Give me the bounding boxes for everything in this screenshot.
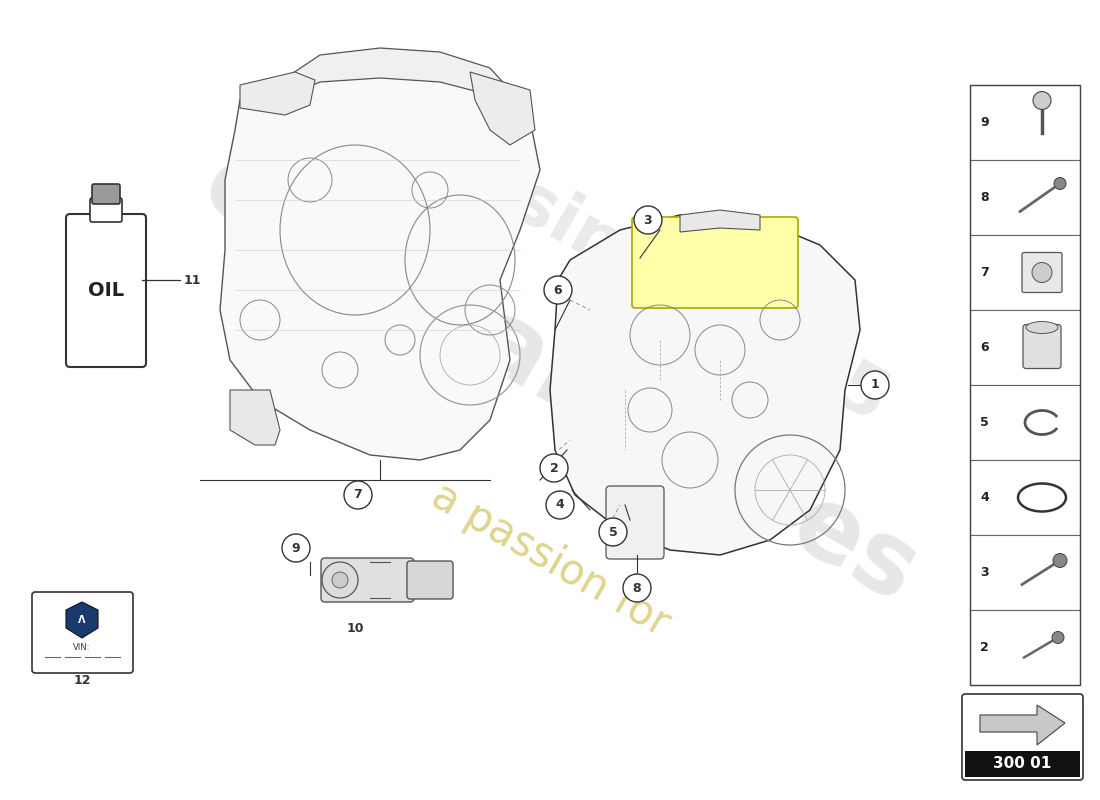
Text: a passion for: a passion for: [424, 475, 676, 645]
FancyBboxPatch shape: [92, 184, 120, 204]
FancyBboxPatch shape: [962, 694, 1084, 780]
Bar: [965, 751, 1080, 777]
Bar: [970, 385, 1080, 460]
Text: 2: 2: [980, 641, 989, 654]
Text: 10: 10: [346, 622, 364, 634]
Polygon shape: [66, 602, 98, 638]
Text: 1: 1: [870, 378, 879, 391]
Bar: [970, 160, 1080, 235]
Bar: [970, 85, 1080, 160]
FancyBboxPatch shape: [407, 561, 453, 599]
Text: 5: 5: [608, 526, 617, 538]
Text: 5: 5: [980, 416, 989, 429]
Circle shape: [861, 371, 889, 399]
Bar: [970, 85, 1080, 685]
Polygon shape: [470, 72, 535, 145]
Text: eurocarspares: eurocarspares: [186, 136, 934, 624]
Text: 12: 12: [74, 674, 90, 686]
Circle shape: [1053, 554, 1067, 567]
Text: 7: 7: [353, 489, 362, 502]
Bar: [970, 460, 1080, 535]
Circle shape: [623, 574, 651, 602]
Bar: [970, 610, 1080, 685]
Polygon shape: [290, 48, 510, 95]
Text: VIN:: VIN:: [74, 642, 90, 651]
Text: 7: 7: [980, 266, 989, 279]
Circle shape: [344, 481, 372, 509]
Text: 6: 6: [553, 283, 562, 297]
Text: since 1985: since 1985: [500, 166, 899, 434]
FancyBboxPatch shape: [321, 558, 414, 602]
Circle shape: [1033, 91, 1050, 110]
Circle shape: [1032, 262, 1052, 282]
FancyBboxPatch shape: [1023, 325, 1062, 369]
Circle shape: [600, 518, 627, 546]
Text: Λ: Λ: [78, 615, 86, 625]
Bar: [970, 310, 1080, 385]
Text: 6: 6: [980, 341, 989, 354]
FancyBboxPatch shape: [66, 214, 146, 367]
Circle shape: [634, 206, 662, 234]
Text: 4: 4: [980, 491, 989, 504]
Circle shape: [546, 491, 574, 519]
Text: 9: 9: [292, 542, 300, 554]
Polygon shape: [230, 390, 280, 445]
Circle shape: [540, 454, 568, 482]
Bar: [970, 235, 1080, 310]
FancyBboxPatch shape: [606, 486, 664, 559]
Text: 8: 8: [632, 582, 641, 594]
Text: OIL: OIL: [88, 281, 124, 299]
FancyBboxPatch shape: [90, 198, 122, 222]
FancyBboxPatch shape: [1022, 253, 1062, 293]
FancyBboxPatch shape: [32, 592, 133, 673]
Circle shape: [544, 276, 572, 304]
Polygon shape: [240, 72, 315, 115]
Text: 3: 3: [980, 566, 989, 579]
Text: 2: 2: [550, 462, 559, 474]
Polygon shape: [980, 705, 1065, 745]
Text: 9: 9: [980, 116, 989, 129]
FancyBboxPatch shape: [632, 217, 798, 308]
Bar: [970, 535, 1080, 610]
Polygon shape: [550, 215, 860, 555]
Text: 3: 3: [644, 214, 652, 226]
Circle shape: [332, 572, 348, 588]
Polygon shape: [220, 72, 540, 460]
Ellipse shape: [1026, 322, 1058, 334]
Text: 8: 8: [980, 191, 989, 204]
Polygon shape: [680, 210, 760, 232]
Circle shape: [1054, 178, 1066, 190]
Text: 300 01: 300 01: [993, 757, 1052, 771]
Circle shape: [282, 534, 310, 562]
Circle shape: [322, 562, 358, 598]
Text: 4: 4: [556, 498, 564, 511]
Circle shape: [1052, 631, 1064, 643]
Text: 11: 11: [184, 274, 201, 286]
